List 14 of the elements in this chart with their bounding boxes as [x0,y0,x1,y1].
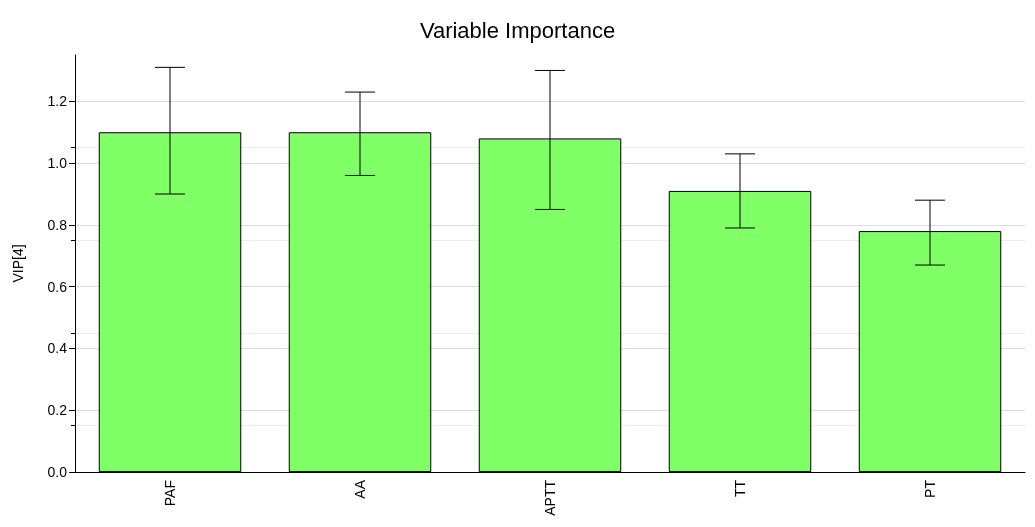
y-tick-label: 0.0 [47,464,68,480]
x-tick-label: TT [732,479,748,498]
chart-title: Variable Importance [419,17,616,43]
x-tick-label: PT [922,479,938,498]
y-tick-label: 0.4 [47,340,68,357]
x-tick-label: PAF [162,480,178,507]
x-tick-label: AA [352,479,368,499]
y-tick-label: 0.2 [47,402,68,419]
y-tick-label: 1.2 [47,93,68,110]
y-tick-label: 1.0 [47,155,68,172]
x-tick-label: APTT [542,479,558,516]
y-tick-label: 0.6 [47,278,68,295]
y-tick-label: 0.8 [47,216,68,233]
y-axis-title: VIP[4] [10,244,26,283]
